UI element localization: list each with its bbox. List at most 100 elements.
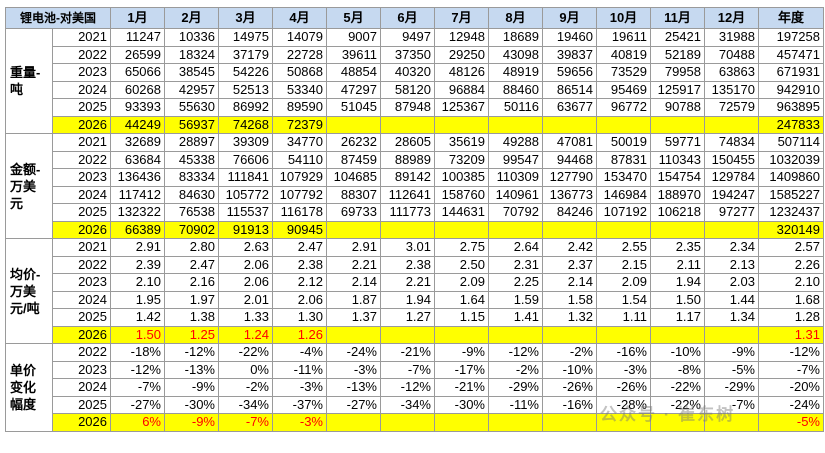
value-cell: -3% [596,360,651,379]
value-cell: 58120 [380,80,435,99]
value-cell: 1.32 [542,308,597,327]
value-cell: -5% [704,360,759,379]
value-cell: 1.97 [164,290,219,309]
annual-cell: 1232437 [758,203,824,222]
year-cell: 2022 [52,150,111,169]
value-cell: 48919 [488,63,543,82]
year-cell: 2023 [52,168,111,187]
value-cell: 100385 [434,168,489,187]
value-cell: 25421 [650,28,705,47]
value-cell: 2.34 [704,238,759,257]
value-cell: -29% [704,378,759,397]
value-cell: 146984 [596,185,651,204]
value-cell: 125367 [434,98,489,117]
table-row: 2023 2.10 2.16 2.06 2.12 2.14 2.21 2.09 2.25 2.14… [6,273,824,292]
empty-cell [434,413,489,432]
value-cell: 2.14 [326,273,381,292]
column-header: 1月 [110,7,165,29]
value-cell: 26232 [326,133,381,152]
value-cell: 83334 [164,168,219,187]
value-cell: 18689 [488,28,543,47]
value-cell: 72379 [272,115,327,134]
value-cell: 34770 [272,133,327,152]
value-cell: 2.50 [434,255,489,274]
value-cell: -7% [218,413,273,432]
empty-cell [596,325,651,344]
value-cell: 1.64 [434,290,489,309]
table-row: 2026 6% -9% -7% -3% -5% [6,413,824,432]
value-cell: 2.35 [650,238,705,257]
value-cell: 112641 [380,185,435,204]
value-cell: 97277 [704,203,759,222]
value-cell: -22% [650,378,705,397]
annual-cell: -5% [758,413,824,432]
year-cell: 2026 [52,220,111,239]
year-cell: 2025 [52,98,111,117]
value-cell: 52189 [650,45,705,64]
year-cell: 2024 [52,185,111,204]
value-cell: 56937 [164,115,219,134]
value-cell: 2.38 [380,255,435,274]
value-cell: 2.55 [596,238,651,257]
value-cell: 1.11 [596,308,651,327]
value-cell: 2.10 [110,273,165,292]
column-header: 7月 [434,7,489,29]
value-cell: 87948 [380,98,435,117]
table-row: 2026 1.50 1.25 1.24 1.26 1.31 [6,325,824,344]
value-cell: 2.38 [272,255,327,274]
value-cell: -24% [326,343,381,362]
column-header: 2月 [164,7,219,29]
value-cell: -30% [164,395,219,414]
value-cell: -7% [704,395,759,414]
value-cell: 43098 [488,45,543,64]
value-cell: 158760 [434,185,489,204]
value-cell: 55630 [164,98,219,117]
value-cell: 2.12 [272,273,327,292]
value-cell: 1.41 [488,308,543,327]
value-cell: -34% [380,395,435,414]
value-cell: 50868 [272,63,327,82]
value-cell: 22728 [272,45,327,64]
value-cell: 110309 [488,168,543,187]
empty-cell [434,115,489,134]
annual-cell: 197258 [758,28,824,47]
empty-cell [488,220,543,239]
year-cell: 2025 [52,395,111,414]
value-cell: 1.95 [110,290,165,309]
column-header: 5月 [326,7,381,29]
value-cell: 53340 [272,80,327,99]
annual-cell: 1032039 [758,150,824,169]
value-cell: -9% [704,343,759,362]
value-cell: 38545 [164,63,219,82]
value-cell: 125917 [650,80,705,99]
value-cell: 89590 [272,98,327,117]
value-cell: 37179 [218,45,273,64]
value-cell: 48126 [434,63,489,82]
value-cell: 69733 [326,203,381,222]
empty-cell [380,325,435,344]
value-cell: 2.91 [326,238,381,257]
value-cell: 1.37 [326,308,381,327]
table-body: 重量-吨 2021 11247 10336 14975 14079 9007 9497 1294… [5,28,824,432]
value-cell: 70488 [704,45,759,64]
table-row: 2026 66389 70902 91913 90945 320149 [6,220,824,239]
value-cell: 50116 [488,98,543,117]
table-row: 2025 1.42 1.38 1.33 1.30 1.37 1.27 1.15 1.41 1.32… [6,308,824,327]
table-row: 2024 1.95 1.97 2.01 2.06 1.87 1.94 1.64 1.59 1.58… [6,290,824,309]
value-cell: 2.03 [704,273,759,292]
annual-cell: -24% [758,395,824,414]
value-cell: 70792 [488,203,543,222]
value-cell: 26599 [110,45,165,64]
value-cell: 63677 [542,98,597,117]
value-cell: -21% [434,378,489,397]
value-cell: -12% [110,360,165,379]
value-cell: 2.11 [650,255,705,274]
value-cell: 107192 [596,203,651,222]
annual-cell: 1.28 [758,308,824,327]
value-cell: 2.09 [596,273,651,292]
year-cell: 2021 [52,238,111,257]
empty-cell [704,115,759,134]
value-cell: 32689 [110,133,165,152]
value-cell: 1.59 [488,290,543,309]
value-cell: -4% [272,343,327,362]
